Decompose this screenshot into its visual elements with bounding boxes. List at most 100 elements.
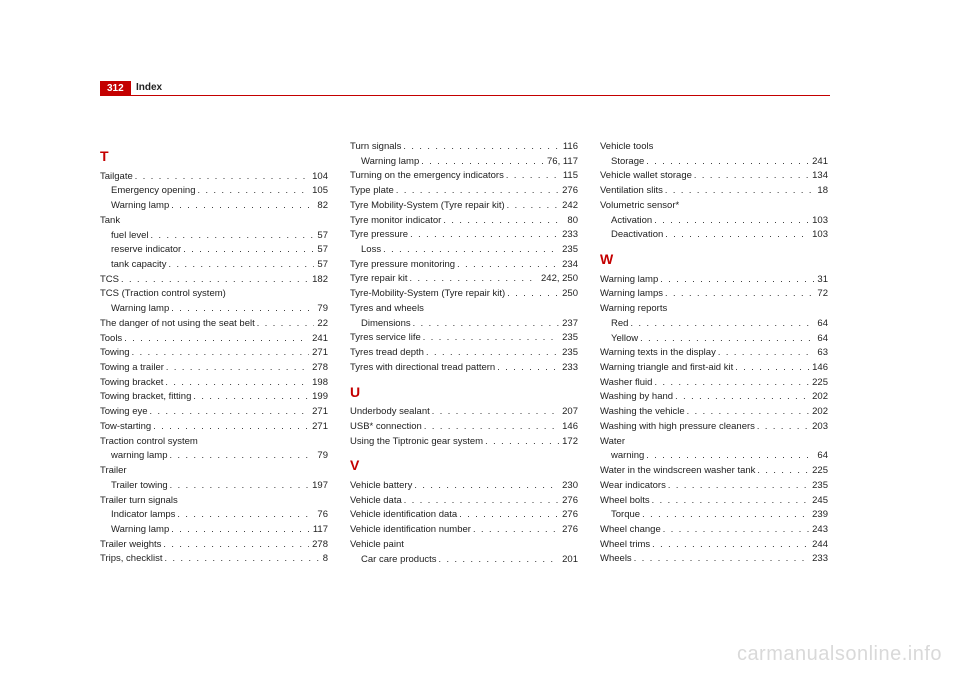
leader-dots	[663, 228, 809, 242]
index-entry-page: 18	[814, 184, 828, 199]
leader-dots	[733, 361, 809, 375]
index-entry-page: 197	[309, 479, 328, 494]
leader-dots	[640, 508, 809, 522]
index-entry: Torque239	[600, 508, 828, 523]
index-entry: Underbody sealant207	[350, 405, 578, 420]
leader-dots	[663, 184, 815, 198]
leader-dots	[401, 140, 559, 154]
index-entry-label: Loss	[361, 243, 381, 258]
index-entry-page: 276	[559, 494, 578, 509]
index-entry-label: Towing bracket	[100, 376, 163, 391]
index-entry-page: 31	[814, 273, 828, 288]
index-entry: Turning on the emergency indicators115	[350, 169, 578, 184]
index-entry: Vehicle data276	[350, 494, 578, 509]
leader-dots	[168, 479, 309, 493]
leader-dots	[161, 538, 309, 552]
index-entry: Wheel change243	[600, 523, 828, 538]
index-entry-label: Wheel trims	[600, 538, 650, 553]
index-entry-page: 234	[559, 258, 578, 273]
index-entry: Wear indicators235	[600, 479, 828, 494]
index-entry-page: 233	[809, 552, 828, 567]
index-entry-page: 64	[814, 332, 828, 347]
index-columns: TTailgate104Emergency opening105Warning …	[100, 140, 830, 567]
index-entry: Tools241	[100, 332, 328, 347]
index-entry-page: 230	[559, 479, 578, 494]
leader-dots	[692, 169, 809, 183]
index-entry-label: Towing eye	[100, 405, 148, 420]
leader-dots	[685, 405, 809, 419]
leader-dots	[164, 361, 309, 375]
leader-dots	[632, 552, 809, 566]
index-entry-label: Ventilation slits	[600, 184, 663, 199]
index-entry-page: 117	[310, 523, 328, 538]
index-entry: Loss 235	[350, 243, 578, 258]
index-entry-label: Tailgate	[100, 170, 133, 185]
index-entry: Tyre repair kit242, 250	[350, 272, 578, 287]
index-entry: Tailgate104	[100, 170, 328, 185]
leader-dots	[650, 494, 810, 508]
index-entry-page: 235	[559, 243, 578, 258]
index-entry-page: 134	[809, 169, 828, 184]
index-entry-label: Warning lamp	[361, 155, 419, 170]
index-entry-page: 57	[314, 243, 328, 258]
index-entry-label: Deactivation	[611, 228, 663, 243]
index-entry-label: Warning triangle and first-aid kit	[600, 361, 733, 376]
index-entry: Warning lamp 31	[600, 273, 828, 288]
leader-dots	[163, 376, 309, 390]
index-entry: Washing the vehicle202	[600, 405, 828, 420]
index-entry: Emergency opening105	[100, 184, 328, 199]
index-entry-page: 199	[309, 390, 328, 405]
index-entry-label: Trailer towing	[111, 479, 168, 494]
index-entry-label: Warning lamp	[600, 273, 658, 288]
index-entry: USB* connection146	[350, 420, 578, 435]
index-entry-label: Red	[611, 317, 628, 332]
index-entry-page: 64	[814, 449, 828, 464]
index-entry-label: Towing	[100, 346, 130, 361]
leader-dots	[505, 287, 559, 301]
leader-dots	[455, 258, 559, 272]
leader-dots	[437, 553, 560, 567]
index-entry: Water in the windscreen washer tank225	[600, 464, 828, 479]
index-entry-label: Tyre Mobility-System (Tyre repair kit)	[350, 199, 505, 214]
index-group: Trailer turn signals	[100, 494, 328, 509]
index-entry: Tyres service life 235	[350, 331, 578, 346]
index-entry: Vehicle identification number276	[350, 523, 578, 538]
leader-dots	[122, 332, 309, 346]
index-entry: Vehicle wallet storage 134	[600, 169, 828, 184]
index-entry: Washer fluid225	[600, 376, 828, 391]
index-entry-page: 235	[559, 331, 578, 346]
leader-dots	[430, 405, 559, 419]
index-entry-label: Tyre pressure	[350, 228, 408, 243]
leader-dots	[408, 272, 538, 286]
index-entry-label: Tow-starting	[100, 420, 151, 435]
index-entry-page: 115	[560, 169, 578, 184]
index-entry-page: 276	[559, 508, 578, 523]
index-entry: Tyre pressure monitoring234	[350, 258, 578, 273]
index-entry: Storage241	[600, 155, 828, 170]
index-entry-label: Trailer weights	[100, 538, 161, 553]
index-entry: Type plate276	[350, 184, 578, 199]
index-entry-page: 235	[559, 346, 578, 361]
index-entry-label: Type plate	[350, 184, 394, 199]
index-entry: tank capacity57	[100, 258, 328, 273]
index-group: TCS (Traction control system)	[100, 287, 328, 302]
leader-dots	[408, 228, 559, 242]
index-entry-label: warning	[611, 449, 644, 464]
index-entry-label: Vehicle wallet storage	[600, 169, 692, 184]
leader-dots	[644, 155, 809, 169]
index-entry-label: warning lamp	[111, 449, 168, 464]
index-entry-label: Tyres service life	[350, 331, 421, 346]
index-entry: Using the Tiptronic gear system172	[350, 435, 578, 450]
index-group: Tank	[100, 214, 328, 229]
document-page: 312 Index TTailgate104Emergency opening1…	[0, 0, 960, 678]
leader-dots	[755, 464, 809, 478]
leader-dots	[424, 346, 559, 360]
leader-dots	[411, 317, 560, 331]
index-entry-label: Tools	[100, 332, 122, 347]
index-entry-label: Water in the windscreen washer tank	[600, 464, 755, 479]
index-entry-page: 57	[314, 229, 328, 244]
leader-dots	[169, 523, 310, 537]
index-entry-page: 8	[320, 552, 328, 567]
index-entry: Warning triangle and first-aid kit146	[600, 361, 828, 376]
section-letter: V	[350, 455, 578, 477]
